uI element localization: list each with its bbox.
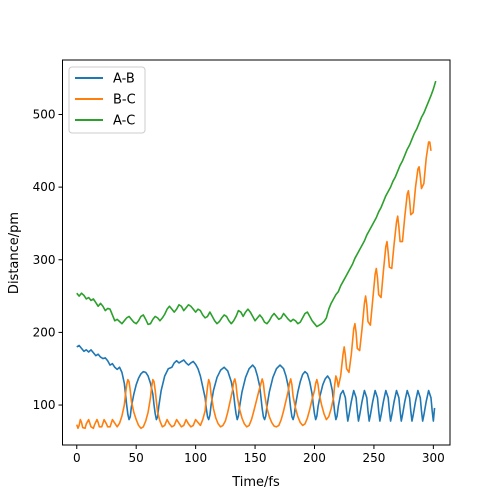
x-axis-label: Time/fs	[231, 475, 280, 490]
y-tick-label: 500	[33, 107, 56, 121]
x-tick-label: 50	[129, 451, 144, 465]
y-tick-label: 300	[33, 253, 56, 267]
legend-label-a-b: A-B	[113, 72, 135, 87]
x-tick-label: 150	[244, 451, 267, 465]
y-axis-ticks: 100 200 300 400 500	[33, 107, 63, 412]
plot-lines	[75, 80, 437, 430]
legend: A-B B-C A-C	[68, 66, 146, 134]
x-axis-ticks: 0 50 100 150 200 250 300	[73, 445, 445, 465]
series-line-a-b	[76, 344, 436, 422]
series-line-a-c	[76, 80, 437, 328]
x-tick-label: 0	[73, 451, 81, 465]
x-tick-label: 100	[184, 451, 207, 465]
plot-frame	[62, 59, 451, 446]
y-tick-label: 200	[33, 325, 56, 339]
legend-label-a-c: A-C	[113, 114, 135, 129]
legend-label-b-c: B-C	[113, 93, 136, 108]
x-tick-label: 200	[303, 451, 326, 465]
legend-box	[68, 66, 146, 134]
x-tick-label: 300	[422, 451, 445, 465]
y-tick-label: 100	[33, 398, 56, 412]
y-tick-label: 400	[33, 180, 56, 194]
y-axis-label: Distance/pm	[7, 212, 22, 294]
x-tick-label: 250	[362, 451, 385, 465]
series-line-b-c	[75, 141, 432, 430]
